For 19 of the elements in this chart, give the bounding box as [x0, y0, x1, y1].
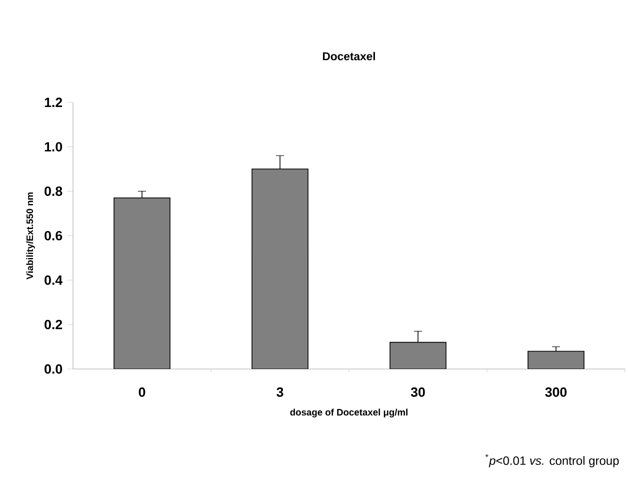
y-tick-label: 0.6 — [44, 230, 62, 240]
bar — [390, 342, 446, 369]
y-tick-label: 1.2 — [44, 98, 62, 107]
bar — [252, 168, 308, 369]
bar — [114, 197, 170, 369]
x-tick-label: 30 — [410, 387, 425, 397]
text: $^{*}$p<0.01 vs. control group — [485, 454, 619, 468]
y-tick-label: 1.0 — [44, 142, 62, 152]
y-tick-label: 0.2 — [44, 320, 62, 330]
y-tick-label: 0.8 — [44, 186, 62, 196]
chart-title: Docetaxel — [322, 52, 375, 60]
x-tick-label: 300 — [545, 387, 567, 397]
x-tick-label: 3 — [276, 387, 284, 397]
y-axis-title: Viability/Ext.550 nm — [26, 192, 35, 280]
x-tick-label: 0 — [138, 387, 146, 397]
y-tick-label: 0.4 — [44, 275, 63, 285]
x-axis-title: dosage of Docetaxel μg/ml — [290, 408, 408, 418]
y-tick-label: 0.0 — [44, 364, 62, 374]
bar — [528, 350, 584, 369]
